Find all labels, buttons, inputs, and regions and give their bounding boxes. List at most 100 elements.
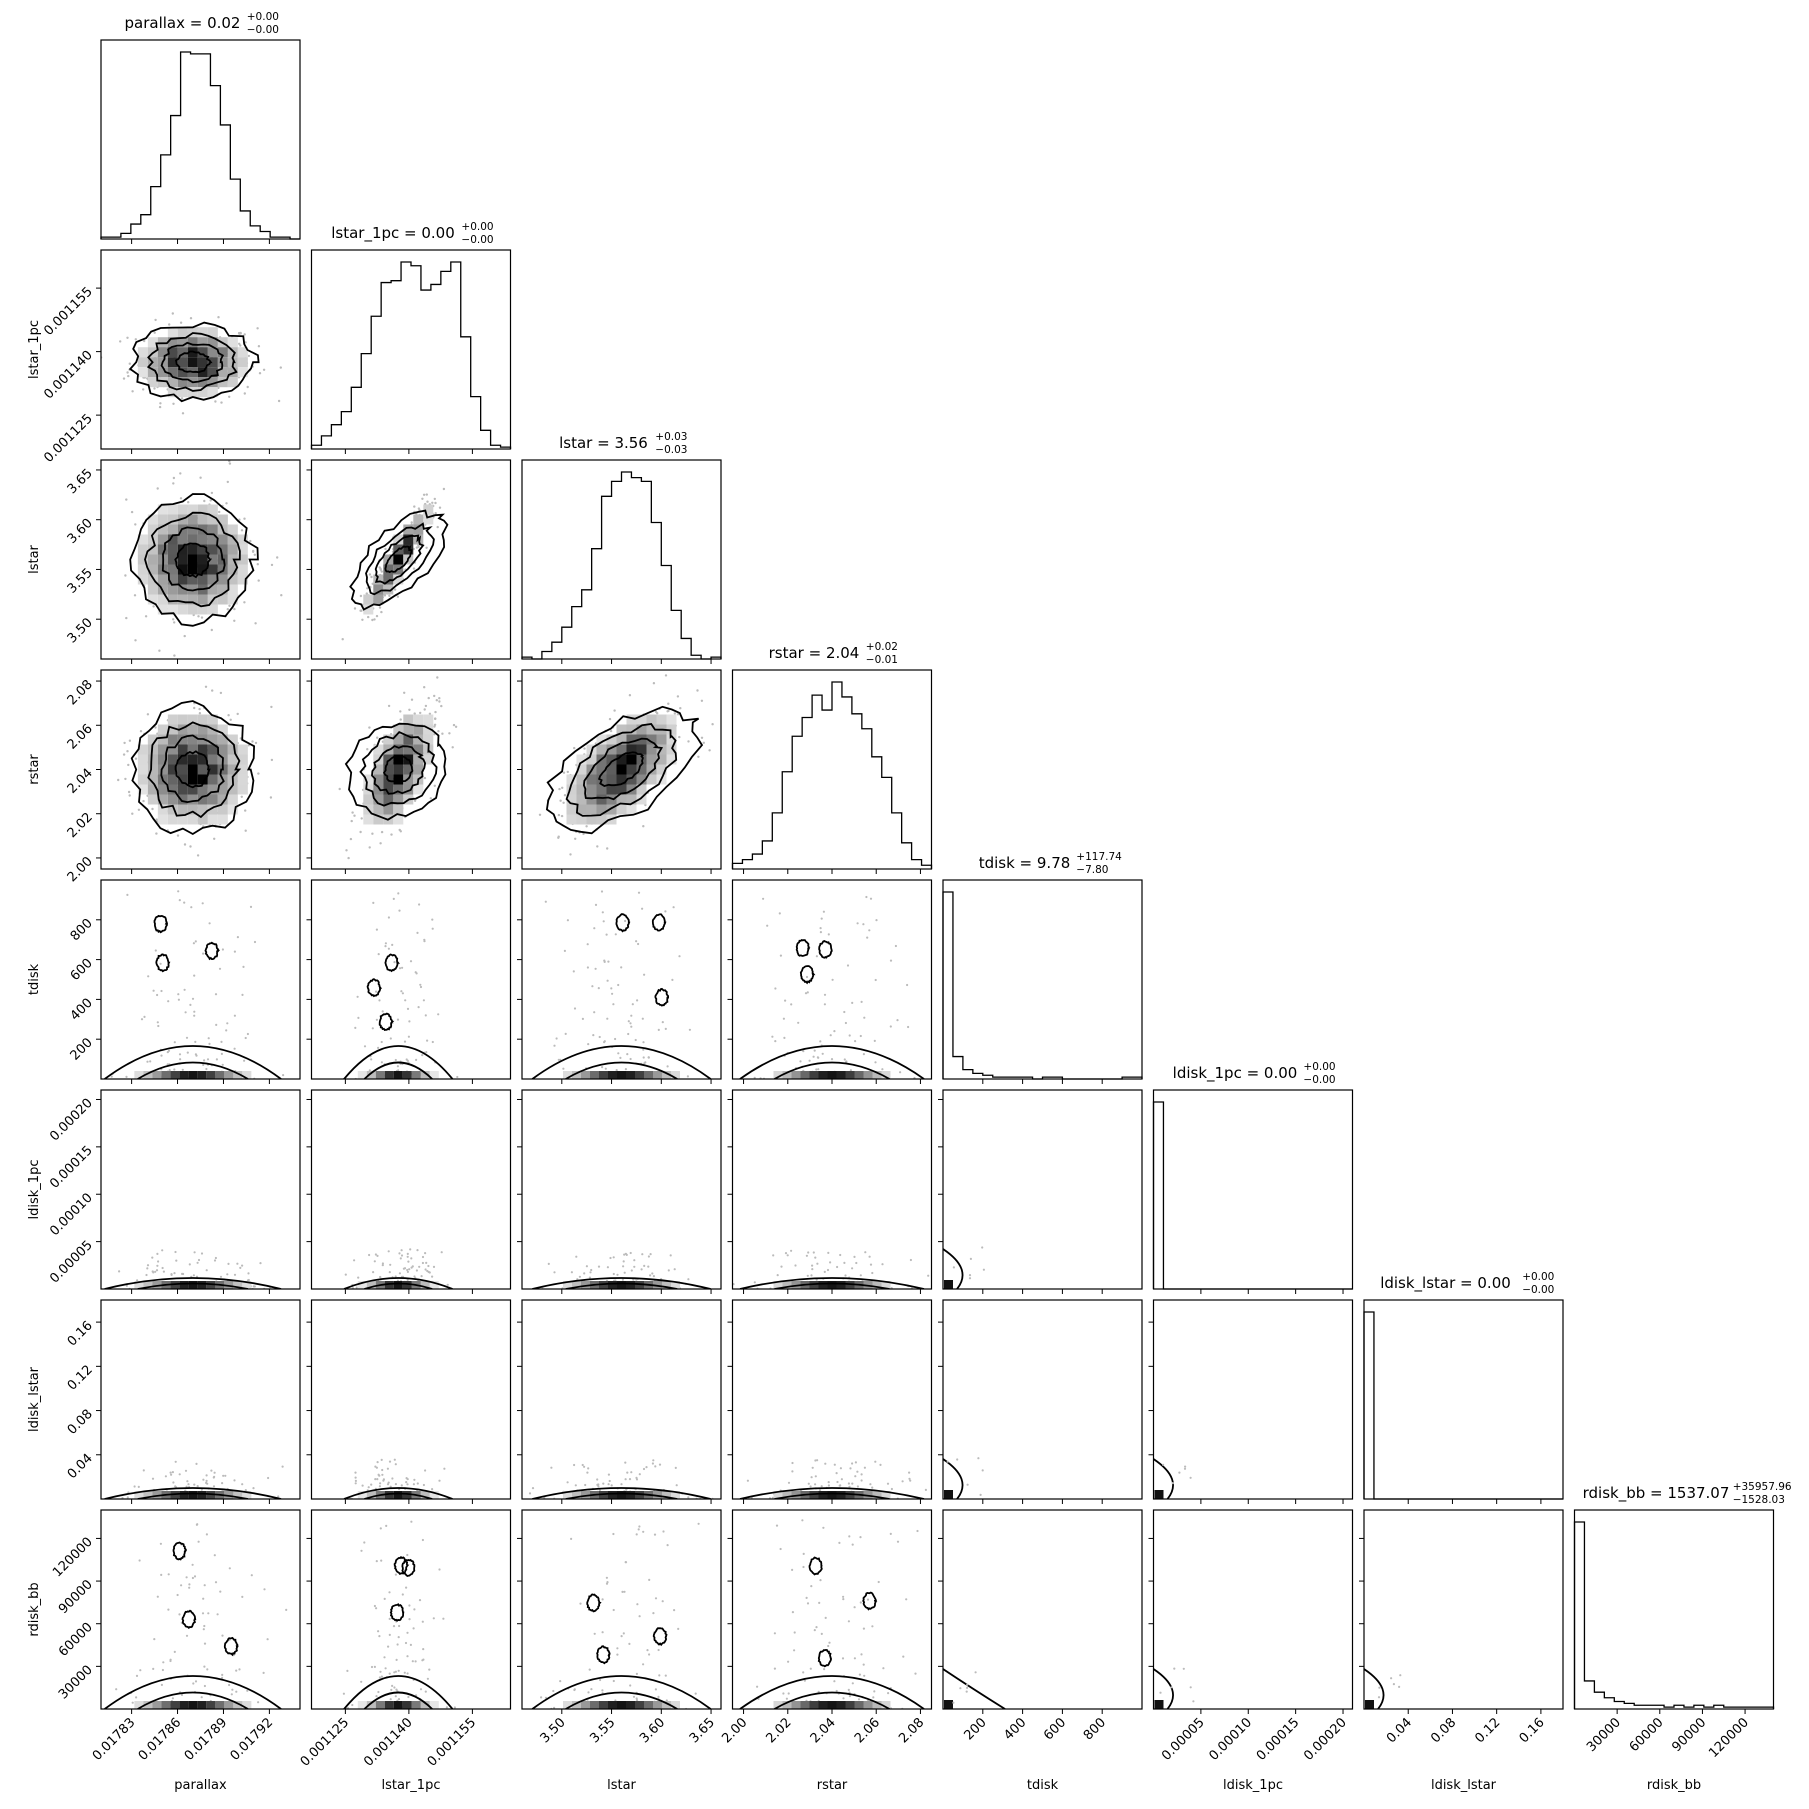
density-cell (662, 1281, 671, 1289)
sample-point (848, 1034, 851, 1037)
sample-point (531, 1487, 535, 1490)
histogram-outline-ldisk_lstar (1363, 1311, 1563, 1500)
panel-title-sup: +0.00 (461, 221, 493, 233)
histogram-outline-rdisk_bb (1573, 1521, 1775, 1709)
sample-point (229, 718, 232, 721)
density-cell (413, 764, 424, 775)
y-axis-label-lstar_1pc: lstar_1pc (27, 320, 42, 379)
density-cell (187, 534, 198, 545)
sample-point (791, 1461, 794, 1465)
sample-point (827, 1481, 830, 1484)
sample-point (391, 943, 394, 947)
x-axis-label-parallax: parallax (174, 1778, 227, 1793)
sample-point (673, 712, 676, 715)
density-cell (147, 734, 158, 745)
sample-point (553, 1706, 556, 1709)
sample-point (849, 1069, 853, 1072)
density-cell (197, 804, 208, 815)
sample-point (151, 1477, 155, 1480)
density-cell (188, 1071, 198, 1079)
sample-point (197, 615, 200, 618)
sample-point (203, 1684, 206, 1688)
histogram-ldisk_lstar: ldisk_lstar = 0.00 +0.00−0.00 (1363, 1271, 1564, 1504)
sample-point (377, 953, 380, 956)
sample-point (421, 1538, 424, 1542)
sample-point (419, 711, 422, 715)
density-cell (177, 784, 188, 795)
sample-point (139, 1669, 142, 1672)
density-cell (666, 724, 677, 735)
sample-point (575, 1255, 578, 1258)
density-cell (413, 524, 424, 535)
sample-point (160, 1054, 163, 1057)
sample-point (776, 1274, 779, 1277)
density-cell (134, 1491, 144, 1499)
sample-point (263, 1588, 266, 1591)
sample-point (638, 1473, 641, 1476)
sample-point (210, 628, 213, 632)
density-cell (187, 754, 198, 765)
sample-point (890, 1487, 894, 1491)
panel-content (739, 895, 925, 1079)
density-cell (581, 1071, 590, 1079)
sample-point (347, 856, 350, 860)
density-cell (167, 714, 178, 725)
sample-point (753, 1076, 756, 1079)
density-cell (207, 794, 218, 805)
x-tick-label: 0.16 (1517, 1715, 1548, 1746)
sample-point (241, 1264, 244, 1267)
sample-point (390, 1688, 393, 1691)
sample-point (828, 1641, 831, 1644)
x-tick-label: 0.00010 (1206, 1715, 1255, 1764)
sample-point (894, 944, 898, 948)
density-cell (626, 804, 637, 815)
density-cell (167, 774, 178, 785)
sample-point (593, 927, 596, 930)
sample-point (134, 757, 138, 760)
sample-point (186, 1051, 189, 1054)
sample-point (198, 712, 202, 715)
sample-point (220, 401, 223, 404)
contour-level (374, 534, 425, 585)
sample-point (436, 676, 439, 679)
sample-point (422, 1648, 425, 1651)
sample-point (814, 1459, 817, 1462)
sample-point (386, 1467, 389, 1470)
sample-point (381, 1473, 384, 1476)
sample-point (780, 1265, 783, 1268)
density-cell (217, 584, 228, 595)
sample-point (406, 1278, 409, 1281)
density-cell (187, 574, 198, 585)
density-cell (207, 604, 218, 615)
density-cell (207, 804, 218, 815)
sample-point (653, 1533, 657, 1536)
sample-point (413, 712, 416, 715)
contour-level (155, 953, 171, 973)
panel-rdisk_bb-vs-parallax (96, 1509, 301, 1714)
sample-point (146, 1060, 149, 1063)
sample-point (422, 999, 425, 1002)
contour-level (153, 914, 168, 934)
sample-point (247, 744, 250, 747)
sample-point (697, 1522, 700, 1525)
sample-point (157, 1024, 160, 1028)
density-cell (197, 1491, 207, 1499)
density-cell (644, 1071, 653, 1079)
sample-point (345, 849, 348, 852)
sample-point (637, 942, 640, 946)
density-cell (197, 357, 208, 368)
sample-point (561, 786, 564, 789)
density-cell (227, 754, 238, 765)
sample-point (654, 1688, 658, 1691)
panel-frame (310, 1509, 512, 1710)
density-cell (586, 754, 597, 765)
density-cell (177, 814, 188, 825)
density-cell (402, 1281, 412, 1289)
density-cell (403, 734, 414, 745)
x-tick-label: 0.04 (1384, 1715, 1415, 1746)
density-cell (207, 564, 218, 575)
sample-point (804, 992, 808, 995)
panel-content (532, 1251, 711, 1289)
